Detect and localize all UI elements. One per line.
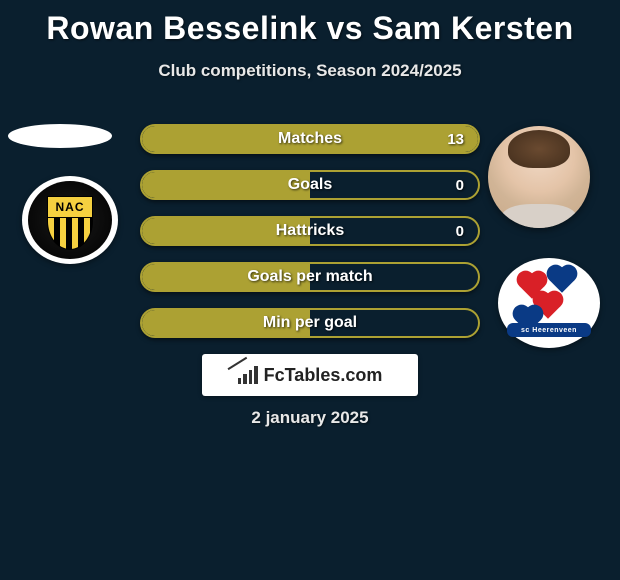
stat-bar-label: Matches [142, 126, 478, 152]
stat-bar-value: 13 [447, 126, 464, 152]
stat-bar-label: Min per goal [142, 310, 478, 336]
stat-bar: Goals0 [140, 170, 480, 200]
snapshot-date: 2 january 2025 [0, 408, 620, 428]
branding-text: FcTables.com [264, 365, 383, 386]
stat-bar: Min per goal [140, 308, 480, 338]
branding-chart-icon [238, 366, 258, 384]
left-club-logo: NAC [22, 176, 118, 264]
left-club-abbr: NAC [47, 196, 93, 218]
left-player-avatar [8, 124, 112, 148]
branding-box: FcTables.com [202, 354, 418, 396]
stat-bars: Matches13Goals0Hattricks0Goals per match… [140, 124, 480, 354]
stat-bar-label: Goals [142, 172, 478, 198]
right-club-text: sc Heerenveen [507, 323, 591, 337]
stat-bar: Hattricks0 [140, 216, 480, 246]
stat-bar-value: 0 [456, 172, 464, 198]
stat-bar-label: Hattricks [142, 218, 478, 244]
page-title: Rowan Besselink vs Sam Kersten [0, 0, 620, 47]
right-player-avatar [488, 126, 590, 228]
stat-bar: Goals per match [140, 262, 480, 292]
page-subtitle: Club competitions, Season 2024/2025 [0, 61, 620, 81]
right-club-logo: sc Heerenveen [498, 258, 600, 348]
stat-bar-value: 0 [456, 218, 464, 244]
stat-bar-label: Goals per match [142, 264, 478, 290]
stat-bar: Matches13 [140, 124, 480, 154]
